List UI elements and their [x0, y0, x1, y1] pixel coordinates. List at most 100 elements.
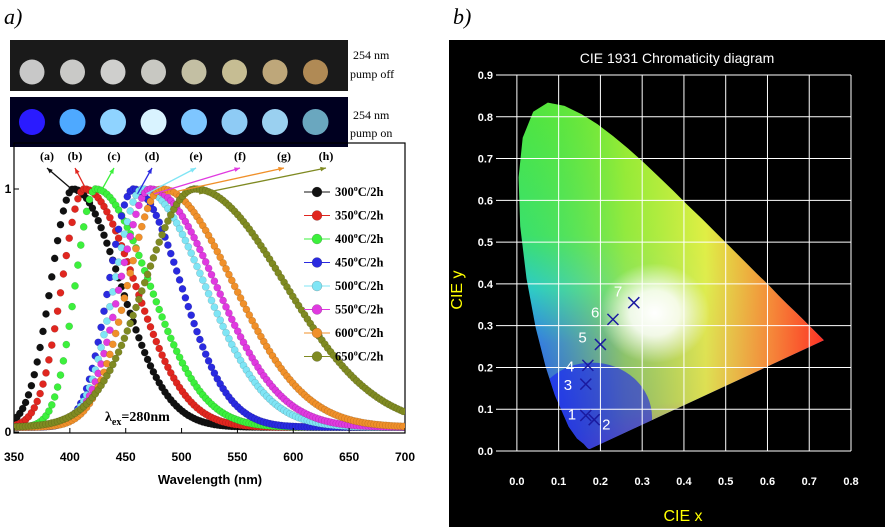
- curve-arrowhead-2: [75, 168, 80, 174]
- curve-arrowhead-5: [190, 168, 196, 173]
- spectrum-point: [135, 251, 143, 260]
- cie-title: CIE 1931 Chromaticity diagram: [580, 50, 775, 66]
- y-tick-label: 0: [5, 425, 12, 439]
- spectrum-point: [181, 236, 190, 245]
- curve-arrowhead-1: [47, 168, 53, 174]
- cie-point-3: 3: [564, 377, 592, 394]
- spectrum-point: [164, 241, 172, 249]
- spectrum-point: [129, 311, 137, 320]
- spectrum-point: [143, 204, 152, 213]
- cie-y-tick: 0.2: [478, 362, 493, 374]
- spectrum-point: [207, 270, 216, 279]
- spectrum-point: [196, 269, 204, 278]
- pump-on-label-line1: 254 nm: [353, 108, 390, 122]
- spectrum-point: [36, 343, 44, 352]
- spectrum-point: [100, 231, 108, 239]
- spectrum-point: [155, 344, 163, 353]
- spectrum-point: [175, 224, 184, 233]
- legend-label: 600oC/2h: [335, 325, 384, 340]
- panel-a-label: a): [4, 4, 22, 29]
- cie-x-tick: 0.4: [676, 476, 692, 488]
- spectrum-point: [399, 407, 405, 416]
- spectrum-point: [187, 311, 195, 320]
- cie-y-tick: 0.3: [478, 321, 493, 333]
- spectrum-point: [97, 323, 105, 332]
- spectrum-point: [62, 196, 71, 204]
- lambda-value: =280nm: [121, 410, 170, 425]
- spectrum-point: [106, 213, 114, 222]
- legend-label: 450oC/2h: [335, 255, 384, 270]
- spectrum-point: [175, 353, 184, 362]
- sample-disk-off-7: [262, 59, 288, 85]
- pump-off-photo-strip: [10, 40, 348, 91]
- spectrum-point: [114, 348, 123, 356]
- cie-point-label: 3: [564, 377, 572, 394]
- emission-legend: 300oC/2h350oC/2h400oC/2h450oC/2h500oC/2h…: [304, 184, 384, 364]
- x-tick-label: 400: [60, 450, 80, 464]
- legend-label: 650oC/2h: [335, 349, 384, 364]
- spectrum-point: [88, 204, 97, 212]
- spectrum-point: [146, 323, 155, 331]
- spectrum-point: [129, 198, 137, 206]
- spectrum-point: [152, 246, 161, 254]
- spectrum-point: [56, 288, 65, 297]
- spectrum-point: [184, 302, 193, 311]
- emission-axes: 350 400 450 500 550 600 650 700 0 1: [4, 182, 415, 464]
- spectrum-point: [146, 362, 155, 370]
- spectrum-point: [158, 230, 166, 239]
- spectrum-point: [213, 309, 222, 318]
- spectrum-point: [137, 259, 146, 267]
- spectrum-point: [59, 207, 68, 215]
- spectrum-point: [94, 216, 102, 225]
- spectrum-point: [137, 222, 146, 231]
- spectrum-point: [109, 313, 117, 322]
- spectrum-point: [207, 296, 216, 305]
- spectrum-point: [71, 282, 79, 290]
- spectrum-point: [190, 233, 198, 242]
- spectrum-point: [33, 397, 42, 406]
- spectrum-point: [193, 262, 201, 271]
- spectrum-point: [106, 366, 114, 375]
- lambda-symbol: λ: [105, 410, 112, 425]
- x-tick-label: 650: [339, 450, 359, 464]
- spectrum-point: [114, 225, 123, 234]
- legend-temp: 600: [335, 326, 354, 340]
- spectrum-point: [132, 244, 140, 253]
- spectrum-point: [230, 282, 239, 291]
- spectrum-point: [97, 223, 105, 232]
- spectrum-point: [225, 309, 233, 317]
- spectrum-point: [109, 340, 117, 349]
- legend-degree: o: [354, 302, 358, 311]
- spectrum-point: [24, 391, 33, 399]
- spectrum-point: [117, 306, 126, 315]
- x-tick-label: 450: [116, 450, 136, 464]
- spectrum-point: [164, 327, 172, 336]
- legend-marker: [311, 233, 323, 245]
- photo-disks: [19, 59, 329, 135]
- spectrum-point: [77, 241, 85, 249]
- cross-stroke: [606, 313, 619, 326]
- spectrum-point: [53, 236, 62, 245]
- legend-marker: [311, 327, 323, 339]
- spectrum-point: [164, 217, 172, 225]
- spectrum-point: [53, 383, 62, 391]
- spectrum-point: [39, 380, 47, 388]
- legend-degree: o: [354, 278, 358, 287]
- spectrum-point: [100, 307, 108, 316]
- spectrum-point: [190, 255, 198, 264]
- cross-stroke: [588, 413, 601, 426]
- spectrum-point: [85, 195, 94, 204]
- x-tick-label: 350: [4, 450, 24, 464]
- spectrum-point: [126, 269, 134, 277]
- spectrum-point: [175, 276, 184, 284]
- legend-degree: o: [354, 231, 358, 240]
- emission-spectra: [14, 185, 405, 431]
- spectrum-point: [109, 360, 117, 369]
- legend-degree: o: [354, 184, 358, 193]
- spectrum-point: [135, 201, 143, 210]
- spectrum-point: [140, 213, 149, 221]
- curve-label-2: (b): [68, 149, 83, 163]
- spectrum-point: [117, 272, 126, 281]
- cie-x-tick: 0.2: [593, 476, 608, 488]
